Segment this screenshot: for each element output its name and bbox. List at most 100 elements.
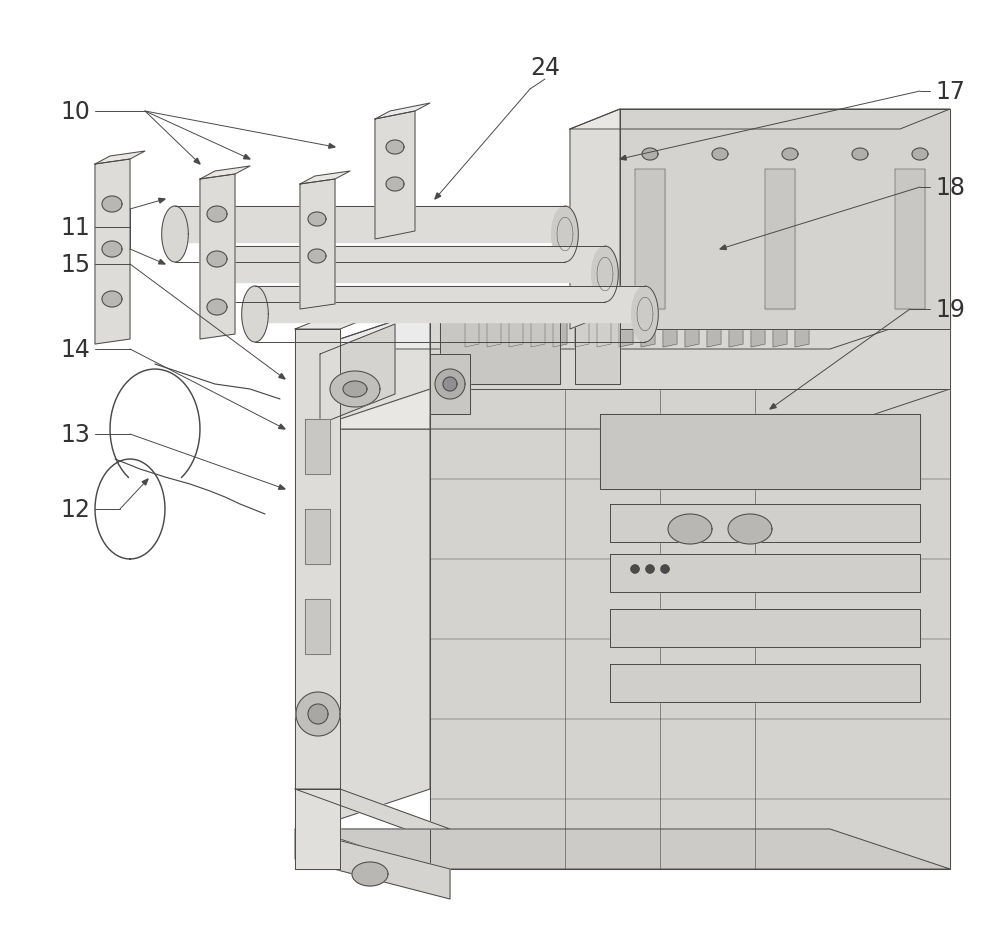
Polygon shape [215, 247, 605, 283]
Polygon shape [329, 145, 335, 149]
Polygon shape [610, 665, 920, 703]
Polygon shape [646, 565, 654, 574]
Polygon shape [619, 314, 633, 348]
Polygon shape [343, 382, 367, 398]
Polygon shape [642, 149, 658, 160]
Polygon shape [663, 314, 677, 348]
Polygon shape [631, 565, 639, 574]
Polygon shape [300, 180, 335, 310]
Polygon shape [620, 110, 950, 330]
Polygon shape [310, 389, 430, 829]
Polygon shape [295, 789, 340, 870]
Polygon shape [570, 110, 950, 130]
Polygon shape [159, 260, 165, 265]
Polygon shape [553, 314, 567, 348]
Polygon shape [305, 510, 330, 565]
Polygon shape [912, 149, 928, 160]
Text: 10: 10 [60, 100, 90, 124]
Polygon shape [296, 692, 340, 736]
Polygon shape [575, 314, 589, 348]
Polygon shape [102, 197, 122, 213]
Polygon shape [352, 862, 388, 886]
Polygon shape [728, 514, 772, 544]
Polygon shape [668, 514, 712, 544]
Text: 12: 12 [60, 498, 90, 521]
Polygon shape [310, 310, 950, 349]
Polygon shape [720, 246, 726, 250]
Polygon shape [386, 141, 404, 155]
Polygon shape [592, 247, 618, 302]
Polygon shape [330, 372, 380, 408]
Polygon shape [102, 242, 122, 258]
Polygon shape [620, 156, 626, 161]
Polygon shape [795, 314, 809, 348]
Polygon shape [295, 330, 340, 789]
Polygon shape [142, 479, 148, 486]
Polygon shape [435, 370, 465, 400]
Polygon shape [597, 314, 611, 348]
Polygon shape [770, 404, 776, 410]
Polygon shape [852, 149, 868, 160]
Polygon shape [242, 286, 268, 343]
Polygon shape [430, 310, 950, 389]
Text: 14: 14 [60, 337, 90, 362]
Polygon shape [310, 310, 430, 429]
Polygon shape [531, 314, 545, 348]
Polygon shape [635, 170, 665, 310]
Polygon shape [375, 104, 430, 120]
Polygon shape [244, 155, 250, 159]
Polygon shape [300, 171, 350, 184]
Polygon shape [308, 705, 328, 724]
Polygon shape [465, 314, 479, 348]
Polygon shape [487, 314, 501, 348]
Polygon shape [207, 207, 227, 222]
Polygon shape [570, 110, 620, 330]
Polygon shape [308, 213, 326, 227]
Polygon shape [685, 314, 699, 348]
Polygon shape [308, 249, 326, 263]
Text: 11: 11 [60, 216, 90, 240]
Polygon shape [200, 167, 250, 180]
Text: 19: 19 [935, 298, 965, 322]
Polygon shape [765, 170, 795, 310]
Polygon shape [641, 314, 655, 348]
Polygon shape [430, 355, 470, 414]
Polygon shape [430, 389, 950, 870]
Text: 17: 17 [935, 80, 965, 104]
Polygon shape [207, 252, 227, 268]
Polygon shape [552, 207, 578, 262]
Polygon shape [600, 414, 920, 489]
Polygon shape [102, 292, 122, 308]
Polygon shape [575, 320, 620, 385]
Polygon shape [279, 485, 285, 489]
Polygon shape [895, 170, 925, 310]
Text: 13: 13 [60, 423, 90, 447]
Polygon shape [305, 420, 330, 475]
Text: 24: 24 [530, 56, 560, 80]
Polygon shape [200, 175, 235, 339]
Text: 15: 15 [60, 253, 90, 276]
Text: 18: 18 [935, 176, 965, 200]
Polygon shape [386, 178, 404, 192]
Polygon shape [310, 389, 950, 429]
Polygon shape [279, 425, 285, 429]
Polygon shape [610, 554, 920, 592]
Polygon shape [610, 609, 920, 647]
Polygon shape [782, 149, 798, 160]
Polygon shape [159, 199, 165, 204]
Polygon shape [443, 377, 457, 391]
Polygon shape [509, 314, 523, 348]
Polygon shape [305, 600, 330, 654]
Polygon shape [95, 152, 145, 165]
Polygon shape [194, 159, 200, 165]
Polygon shape [295, 789, 450, 829]
Polygon shape [295, 829, 450, 899]
Polygon shape [440, 320, 560, 385]
Polygon shape [773, 314, 787, 348]
Polygon shape [162, 207, 188, 262]
Polygon shape [751, 314, 765, 348]
Polygon shape [632, 286, 658, 343]
Polygon shape [435, 194, 441, 200]
Polygon shape [661, 565, 669, 574]
Polygon shape [707, 314, 721, 348]
